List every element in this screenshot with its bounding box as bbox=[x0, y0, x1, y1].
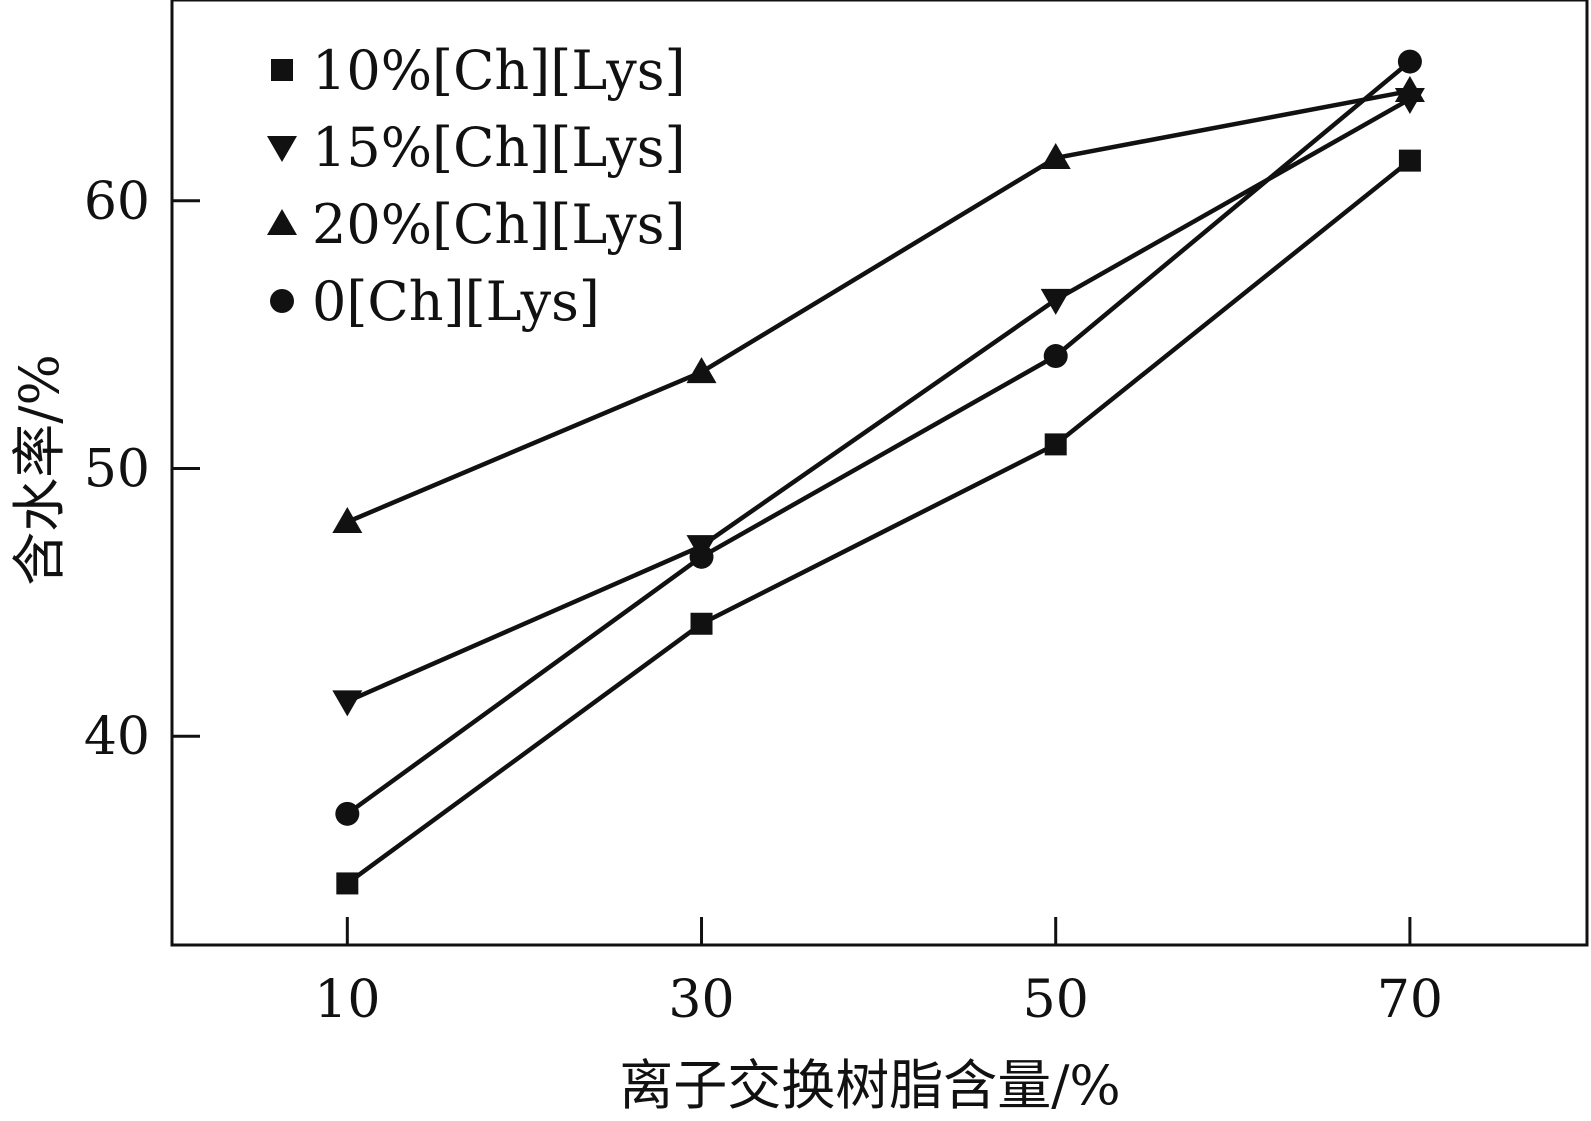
x-tick-label: 30 bbox=[668, 970, 734, 1030]
data-point-2-0 bbox=[332, 507, 363, 534]
series-line-1 bbox=[346, 97, 1412, 704]
y-tick-label: 60 bbox=[84, 172, 150, 232]
data-point-0-0 bbox=[336, 872, 359, 895]
series-line-2 bbox=[346, 88, 1411, 525]
legend-marker-0 bbox=[271, 59, 293, 81]
data-point-0-1 bbox=[690, 612, 713, 635]
data-point-3-2 bbox=[1043, 344, 1068, 369]
legend-marker-2 bbox=[267, 209, 297, 235]
data-point-0-2 bbox=[1044, 433, 1067, 456]
y-tick-label: 50 bbox=[84, 439, 150, 499]
series-lines bbox=[345, 59, 1412, 886]
plot-frame bbox=[170, 0, 1589, 947]
y-axis-title: 含水率/% bbox=[8, 354, 71, 586]
x-axis-title: 离子交换树脂含量/% bbox=[619, 1054, 1121, 1117]
y-tick-label: 40 bbox=[84, 707, 150, 767]
x-tick-label: 10 bbox=[314, 970, 380, 1030]
series-markers bbox=[332, 49, 1425, 895]
x-tick-label: 50 bbox=[1023, 970, 1089, 1030]
data-point-1-0 bbox=[332, 690, 363, 717]
legend-marker-3 bbox=[270, 289, 294, 313]
legend-marker-1 bbox=[267, 136, 297, 162]
series-line-0 bbox=[345, 158, 1412, 886]
x-axis-ticks: 10 30 50 70 bbox=[314, 917, 1443, 1030]
data-point-3-1 bbox=[689, 544, 714, 569]
legend-label-0: 10%[Ch][Lys] bbox=[312, 39, 686, 102]
data-point-1-2 bbox=[1040, 288, 1071, 315]
data-point-3-3 bbox=[1397, 49, 1422, 74]
data-point-0-3 bbox=[1398, 149, 1421, 172]
legend-label-2: 20%[Ch][Lys] bbox=[312, 193, 686, 256]
y-axis-ticks: 40 50 60 bbox=[84, 172, 200, 767]
data-point-3-0 bbox=[335, 801, 360, 826]
series-line-3 bbox=[345, 59, 1412, 816]
legend-label-1: 15%[Ch][Lys] bbox=[312, 116, 686, 179]
data-point-2-3 bbox=[1394, 76, 1425, 103]
x-tick-label: 70 bbox=[1377, 970, 1443, 1030]
legend-label-3: 0[Ch][Lys] bbox=[312, 270, 600, 333]
legend: 10%[Ch][Lys] 15%[Ch][Lys] 20%[Ch][Lys] 0[Ch… bbox=[267, 39, 686, 333]
data-point-2-1 bbox=[686, 357, 717, 384]
data-point-2-2 bbox=[1040, 142, 1071, 169]
